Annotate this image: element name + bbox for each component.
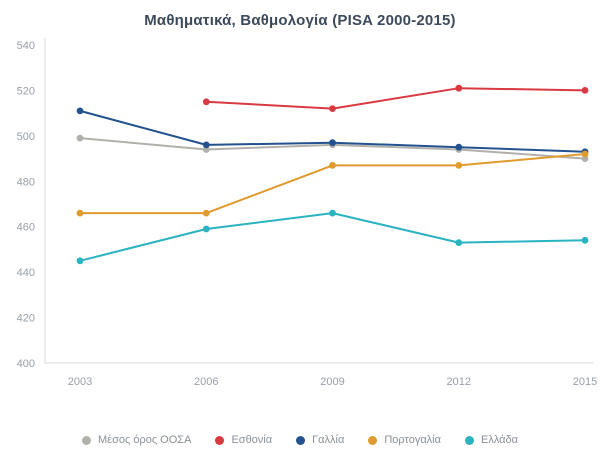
y-tick-label: 420: [17, 313, 35, 325]
series-point-france: [329, 139, 336, 147]
series-point-portugal: [329, 162, 336, 169]
y-tick-label: 500: [17, 131, 35, 143]
legend: Μέσος όρος ΟΟΣΑ Εσθονία Γαλλία Πορτογαλία Ελ…: [0, 434, 600, 446]
series-point-france: [455, 143, 463, 151]
line-chart: 400 420 440 460 480 500 520 540 2003 2006 2009 2012…: [17, 38, 597, 388]
legend-item-greece[interactable]: Ελλάδα: [460, 434, 518, 446]
series-point-france: [76, 107, 84, 115]
legend-label: Μέσος όρος ΟΟΣΑ: [98, 434, 192, 446]
x-tick-label: 2006: [194, 376, 218, 388]
legend-marker-estonia: [211, 435, 229, 445]
series-point-greece: [581, 236, 589, 244]
legend-label: Γαλλία: [312, 434, 345, 446]
series-point-portugal: [202, 209, 210, 217]
y-tick-label: 520: [17, 85, 35, 97]
legend-item-portugal[interactable]: Πορτογαλία: [364, 434, 441, 446]
legend-marker-france: [292, 435, 310, 445]
series-point-estonia: [455, 84, 463, 92]
series-point-portugal: [455, 162, 463, 169]
series-point-estonia: [202, 98, 210, 106]
x-tick-label: 2009: [320, 376, 344, 388]
series-point-estonia: [329, 105, 336, 112]
legend-marker-greece: [460, 435, 478, 445]
legend-label: Εσθονία: [231, 434, 273, 446]
series-line-greece: [79, 212, 586, 262]
y-tick-label: 400: [17, 358, 35, 370]
series-point-portugal: [581, 150, 589, 158]
series-point-france: [202, 141, 210, 149]
x-tick-label: 2003: [68, 376, 92, 388]
series-point-greece: [329, 209, 336, 217]
y-tick-label: 540: [17, 40, 35, 52]
legend-item-oecd-average[interactable]: Μέσος όρος ΟΟΣΑ: [78, 434, 192, 446]
series-point-oecd-average: [76, 134, 84, 142]
legend-label: Ελλάδα: [480, 434, 518, 446]
chart-title: Μαθηματικά, Βαθμολογία (PISA 2000-2015): [144, 12, 456, 29]
legend-label: Πορτογαλία: [384, 434, 441, 446]
series-point-greece: [455, 239, 463, 247]
x-tick-label: 2015: [573, 376, 597, 388]
series-point-greece: [76, 257, 84, 265]
legend-item-france[interactable]: Γαλλία: [292, 434, 345, 446]
x-tick-label: 2012: [447, 376, 471, 388]
series-point-portugal: [76, 209, 84, 217]
legend-marker-portugal: [364, 435, 382, 445]
y-tick-label: 480: [17, 176, 35, 188]
series-point-greece: [202, 225, 210, 233]
legend-item-estonia[interactable]: Εσθονία: [211, 434, 273, 446]
series-line-estonia: [206, 87, 586, 110]
y-tick-label: 440: [17, 267, 35, 279]
series-point-estonia: [581, 87, 589, 94]
legend-marker-oecd-average: [78, 435, 95, 445]
y-tick-label: 460: [17, 222, 35, 234]
